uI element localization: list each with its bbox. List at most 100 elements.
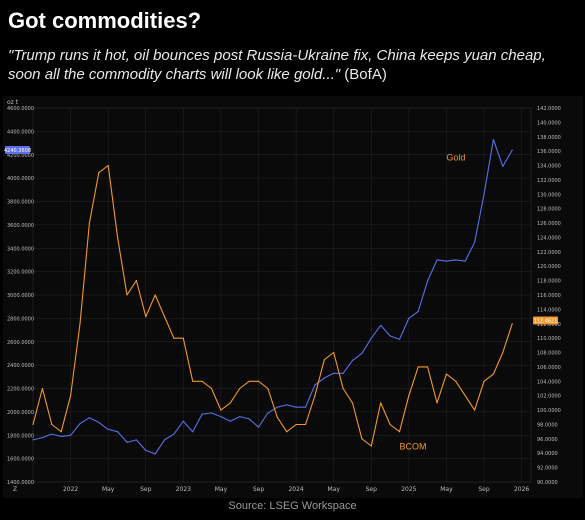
right-tick-label: 130.0000 bbox=[537, 192, 561, 198]
right-tick-label: 120.0000 bbox=[537, 264, 561, 270]
data-point-bcom bbox=[455, 380, 457, 382]
right-tick-label: 102.0000 bbox=[537, 394, 561, 400]
data-point-bcom bbox=[145, 316, 147, 318]
data-point-gold bbox=[239, 416, 241, 418]
data-point-bcom bbox=[126, 294, 128, 296]
data-point-bcom bbox=[32, 423, 34, 426]
left-tick-label: 4200.0000 bbox=[7, 153, 34, 159]
data-point-gold bbox=[380, 324, 382, 326]
data-point-gold bbox=[135, 439, 137, 441]
data-point-bcom bbox=[436, 402, 438, 404]
unit-label: oz t bbox=[7, 99, 19, 106]
x-tick-label: Sep bbox=[478, 486, 490, 493]
left-tick-label: 3400.0000 bbox=[7, 246, 34, 252]
data-point-bcom bbox=[351, 402, 354, 404]
data-point-gold bbox=[511, 149, 513, 151]
data-point-bcom bbox=[389, 423, 391, 426]
right-axis: 90.0000 92.0000 94.0000 96.0000 98.0000 100.0… bbox=[537, 106, 561, 486]
data-point-gold bbox=[154, 453, 156, 455]
data-point-bcom bbox=[427, 366, 429, 368]
data-point-gold bbox=[361, 352, 363, 354]
data-point-bcom bbox=[417, 366, 419, 368]
right-tick-label: 104.0000 bbox=[537, 379, 561, 385]
left-tick-label: 2600.0000 bbox=[7, 340, 34, 346]
data-point-bcom bbox=[210, 387, 213, 390]
data-point-bcom bbox=[201, 380, 203, 382]
data-point-bcom bbox=[380, 402, 382, 404]
chart-panel: 1400.0000 1600.0000 1800.0000 2000.0000 2200… bbox=[3, 96, 583, 498]
data-point-bcom bbox=[361, 438, 363, 440]
data-point-gold bbox=[276, 406, 278, 408]
data-point-gold bbox=[295, 406, 297, 408]
right-tick-label: 122.0000 bbox=[537, 250, 561, 256]
data-point-gold bbox=[304, 406, 307, 408]
data-point-gold bbox=[192, 431, 194, 433]
data-point-gold bbox=[257, 426, 260, 428]
left-tick-label: 4400.0000 bbox=[7, 129, 34, 135]
left-tick-label: 4600.0000 bbox=[7, 106, 34, 112]
data-point-bcom bbox=[445, 373, 447, 375]
x-tick-label: Sep bbox=[253, 486, 265, 493]
x-tick-label: Sep bbox=[140, 486, 152, 493]
data-point-bcom bbox=[220, 409, 222, 411]
data-point-gold bbox=[502, 165, 504, 167]
right-tick-label: 138.0000 bbox=[537, 135, 561, 141]
data-point-gold bbox=[163, 439, 166, 441]
data-point-bcom bbox=[98, 172, 100, 174]
data-point-bcom bbox=[88, 222, 90, 224]
chart-title: Got commodities? bbox=[8, 8, 202, 33]
left-tick-label: 3200.0000 bbox=[7, 270, 34, 276]
data-point-gold bbox=[455, 259, 457, 261]
data-point-bcom bbox=[117, 236, 119, 239]
data-point-gold bbox=[70, 434, 72, 436]
x-tick-label: May bbox=[215, 486, 228, 493]
left-tick-label: 3000.0000 bbox=[7, 293, 34, 299]
data-point-bcom bbox=[51, 423, 53, 426]
right-tick-label: 108.0000 bbox=[537, 351, 561, 357]
x-tick-label: May bbox=[327, 486, 340, 493]
data-point-bcom bbox=[474, 409, 476, 411]
left-tick-label: 1400.0000 bbox=[7, 480, 34, 486]
left-tick-label: 1600.0000 bbox=[7, 457, 34, 463]
left-axis: 1400.0000 1600.0000 1800.0000 2000.0000 2200… bbox=[7, 99, 34, 486]
data-point-bcom bbox=[502, 351, 504, 354]
grid bbox=[32, 107, 532, 483]
x-tick-label: May bbox=[102, 486, 115, 493]
right-tick-label: 126.0000 bbox=[537, 221, 561, 227]
data-point-gold bbox=[333, 372, 335, 374]
right-tick-label: 94.0000 bbox=[537, 451, 558, 457]
data-point-bcom bbox=[314, 395, 316, 397]
left-tick-label: 2800.0000 bbox=[7, 316, 34, 322]
data-point-bcom bbox=[333, 351, 335, 354]
x-tick-label: 2024 bbox=[288, 486, 303, 493]
x-tick-label: May bbox=[440, 486, 453, 493]
data-point-gold bbox=[210, 412, 213, 414]
left-tick-label: 2200.0000 bbox=[7, 387, 34, 393]
data-point-bcom bbox=[60, 431, 62, 433]
data-point-bcom bbox=[163, 316, 166, 318]
right-tick-label: 98.0000 bbox=[537, 422, 558, 428]
left-tick-label: 4000.0000 bbox=[7, 176, 34, 182]
data-point-gold bbox=[417, 310, 419, 312]
data-point-gold bbox=[182, 420, 184, 422]
data-point-bcom bbox=[41, 387, 44, 390]
right-tick-label: 110.0000 bbox=[537, 336, 561, 342]
data-point-gold bbox=[32, 439, 34, 441]
data-point-gold bbox=[436, 259, 438, 261]
data-point-bcom bbox=[276, 416, 278, 418]
data-point-gold bbox=[173, 433, 175, 435]
right-tick-label: 142.0000 bbox=[537, 106, 561, 112]
series-label-gold: Gold bbox=[446, 153, 465, 163]
data-point-gold bbox=[88, 417, 90, 419]
data-point-gold bbox=[248, 418, 250, 420]
data-point-gold bbox=[474, 241, 476, 243]
data-point-gold bbox=[492, 139, 494, 141]
data-point-gold bbox=[41, 437, 44, 439]
data-point-bcom bbox=[154, 294, 156, 296]
right-tick-label: 118.0000 bbox=[537, 279, 561, 285]
data-point-gold bbox=[351, 359, 354, 361]
right-tick-label: 106.0000 bbox=[537, 365, 561, 371]
left-tick-label: 2400.0000 bbox=[7, 363, 34, 369]
x-tick-label: 2022 bbox=[63, 486, 78, 493]
data-point-gold bbox=[201, 413, 203, 415]
